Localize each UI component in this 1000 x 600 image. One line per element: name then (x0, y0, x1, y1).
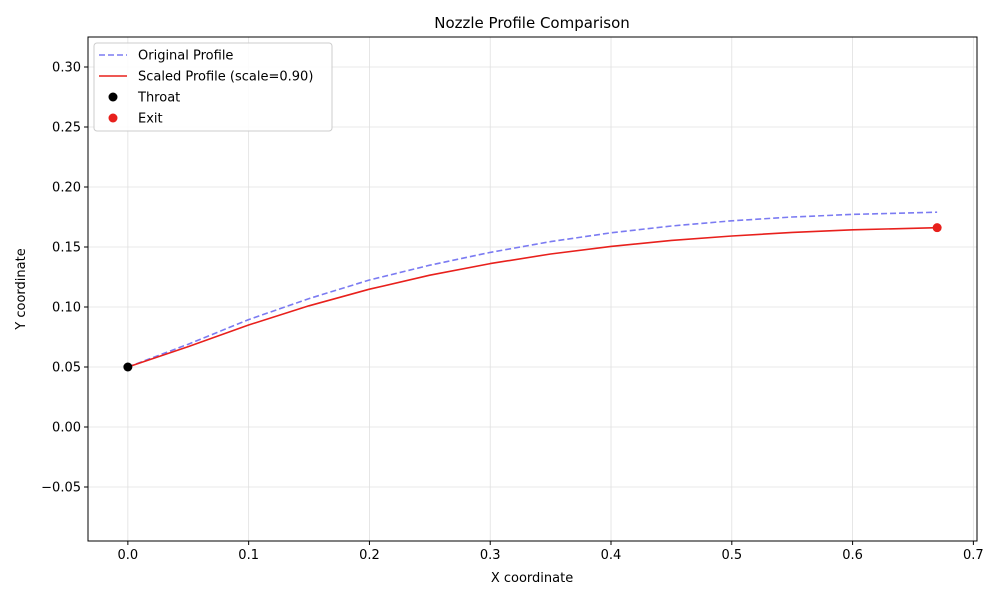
grid (88, 37, 977, 541)
x-axis-label: X coordinate (491, 571, 573, 586)
x-tick-label: 0.7 (963, 548, 984, 563)
x-tick-label: 0.6 (842, 548, 863, 563)
x-tick-label: 0.1 (238, 548, 259, 563)
legend: Original Profile Scaled Profile (scale=0.… (93, 42, 333, 132)
legend-throat-swatch (108, 92, 118, 102)
x-axis: 0.0 0.1 0.2 0.3 0.4 0.5 0.6 0.7 (118, 541, 984, 563)
x-tick-label: 0.3 (480, 548, 501, 563)
legend-original-profile-label: Original Profile (138, 49, 233, 64)
y-axis-label: Y coordinate (14, 248, 29, 330)
legend-exit-swatch (108, 113, 118, 123)
x-tick-label: 0.5 (721, 548, 742, 563)
x-tick-label: 0.0 (118, 548, 139, 563)
y-tick-label: 0.20 (52, 181, 81, 196)
y-tick-label: 0.05 (52, 361, 81, 376)
scaled-profile-scale-0-90-line (127, 226, 938, 368)
y-tick-label: 0.10 (52, 301, 81, 316)
y-tick-label: 0.30 (52, 61, 81, 76)
legend-throat-label: Throat (137, 91, 180, 106)
y-tick-label: 0.00 (52, 421, 81, 436)
throat-marker (123, 362, 133, 372)
plot-frame (87, 36, 978, 542)
y-tick-label: −0.05 (41, 481, 81, 496)
legend-exit-label: Exit (138, 112, 163, 127)
y-tick-label: 0.15 (52, 241, 81, 256)
chart-title: Nozzle Profile Comparison (434, 14, 630, 32)
plot-area (123, 211, 942, 372)
original-profile-line (127, 211, 938, 368)
exit-marker (932, 223, 942, 233)
y-tick-label: 0.25 (52, 121, 81, 136)
legend-scaled-profile-scale-0-90-label: Scaled Profile (scale=0.90) (138, 70, 313, 85)
x-tick-label: 0.2 (359, 548, 380, 563)
x-tick-label: 0.4 (601, 548, 622, 563)
y-axis: −0.05 0.00 0.05 0.10 0.15 0.20 0.25 0.30 (41, 61, 88, 496)
legend-frame (93, 42, 333, 132)
